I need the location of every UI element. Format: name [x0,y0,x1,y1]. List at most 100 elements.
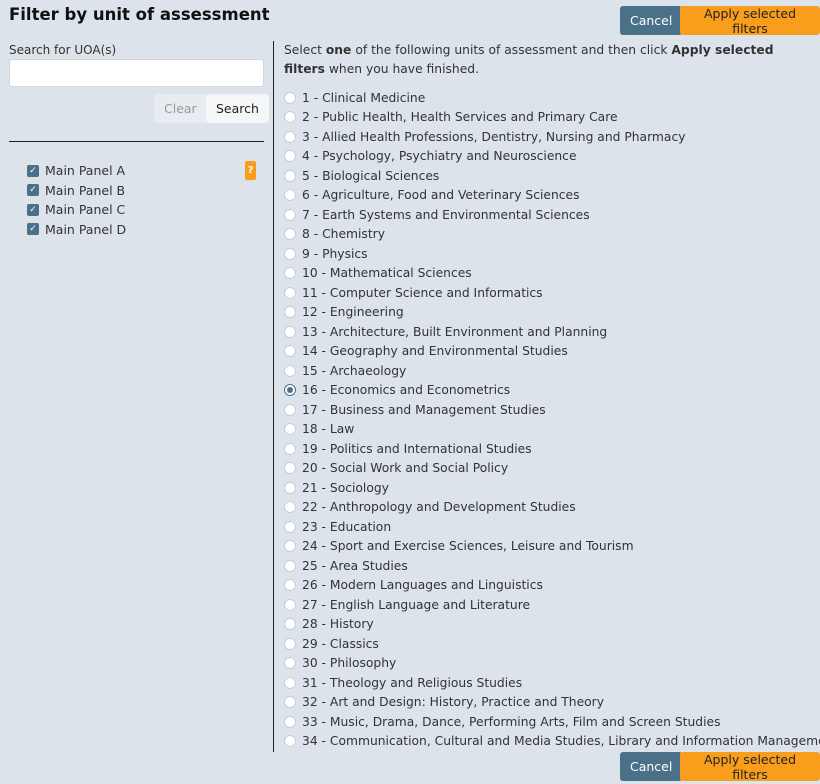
unit-radio-item[interactable]: 18 - Law [284,420,820,440]
radio-button[interactable] [284,598,296,611]
unit-radio-item[interactable]: 1 - Clinical Medicine [284,88,820,108]
unit-label: 13 - Architecture, Built Environment and… [302,324,608,339]
unit-label: 3 - Allied Health Professions, Dentistry… [302,129,686,144]
radio-button[interactable] [284,91,296,104]
radio-button[interactable] [284,286,296,299]
radio-button[interactable] [284,345,296,358]
radio-button[interactable] [284,481,296,494]
checkbox-checked-icon[interactable]: ✓ [27,164,39,177]
unit-label: 16 - Economics and Econometrics [302,383,511,398]
unit-radio-item[interactable]: 15 - Archaeology [284,361,820,381]
panel-label: Main Panel A [45,163,126,179]
unit-radio-item[interactable]: 9 - Physics [284,244,820,264]
unit-radio-item[interactable]: 20 - Social Work and Social Policy [284,459,820,479]
search-button[interactable]: Search [206,94,269,123]
help-icon[interactable]: ? [245,161,256,180]
radio-button[interactable] [284,559,296,572]
unit-radio-item[interactable]: 8 - Chemistry [284,225,820,245]
checkbox-checked-icon[interactable]: ✓ [27,223,39,236]
unit-radio-item[interactable]: 22 - Anthropology and Development Studie… [284,498,820,518]
panel-checkbox-item[interactable]: ✓ Main Panel A [27,161,126,181]
radio-button[interactable] [284,579,296,592]
radio-button[interactable] [284,384,296,397]
checkbox-checked-icon[interactable]: ✓ [27,184,39,197]
unit-radio-item[interactable]: 2 - Public Health, Health Services and P… [284,108,820,128]
radio-button[interactable] [284,657,296,670]
unit-radio-item[interactable]: 28 - History [284,615,820,635]
unit-radio-item[interactable]: 12 - Engineering [284,303,820,323]
unit-radio-item[interactable]: 32 - Art and Design: History, Practice a… [284,693,820,713]
unit-radio-item[interactable]: 27 - English Language and Literature [284,595,820,615]
panel-checkbox-item[interactable]: ✓ Main Panel B [27,181,126,201]
cancel-button-bottom[interactable]: Cancel [620,752,683,781]
unit-label: 24 - Sport and Exercise Sciences, Leisur… [302,539,634,554]
unit-label: 19 - Politics and International Studies [302,441,532,456]
unit-radio-item[interactable]: 21 - Sociology [284,478,820,498]
radio-button[interactable] [284,462,296,475]
radio-button[interactable] [284,130,296,143]
instructions: Select one of the following units of ass… [284,41,814,79]
apply-filters-button-top[interactable]: Apply selected filters [680,6,820,36]
unit-label: 22 - Anthropology and Development Studie… [302,500,576,515]
radio-button[interactable] [284,247,296,260]
radio-button[interactable] [284,637,296,650]
checkbox-checked-icon[interactable]: ✓ [27,203,39,216]
instr-text: when you have finished. [324,62,479,76]
unit-label: 34 - Communication, Cultural and Media S… [302,734,820,749]
unit-label: 31 - Theology and Religious Studies [302,675,523,690]
radio-button[interactable] [284,540,296,553]
unit-radio-item[interactable]: 10 - Mathematical Sciences [284,264,820,284]
radio-button[interactable] [284,423,296,436]
radio-button[interactable] [284,696,296,709]
radio-button[interactable] [284,189,296,202]
radio-button[interactable] [284,364,296,377]
unit-radio-item[interactable]: 5 - Biological Sciences [284,166,820,186]
radio-button[interactable] [284,150,296,163]
unit-radio-item[interactable]: 6 - Agriculture, Food and Veterinary Sci… [284,186,820,206]
unit-radio-item[interactable]: 26 - Modern Languages and Linguistics [284,576,820,596]
search-input[interactable] [9,59,264,87]
panel-checkbox-item[interactable]: ✓ Main Panel D [27,220,126,240]
unit-radio-item[interactable]: 7 - Earth Systems and Environmental Scie… [284,205,820,225]
clear-button[interactable]: Clear [154,94,207,123]
unit-radio-item[interactable]: 14 - Geography and Environmental Studies [284,342,820,362]
radio-button[interactable] [284,442,296,455]
unit-label: 15 - Archaeology [302,363,407,378]
radio-button[interactable] [284,267,296,280]
radio-button[interactable] [284,715,296,728]
unit-radio-item[interactable]: 25 - Area Studies [284,556,820,576]
unit-radio-item[interactable]: 24 - Sport and Exercise Sciences, Leisur… [284,537,820,557]
unit-radio-item[interactable]: 3 - Allied Health Professions, Dentistry… [284,127,820,147]
unit-radio-item[interactable]: 17 - Business and Management Studies [284,400,820,420]
radio-button[interactable] [284,325,296,338]
radio-button[interactable] [284,501,296,514]
unit-label: 2 - Public Health, Health Services and P… [302,110,618,125]
unit-label: 18 - Law [302,422,355,437]
cancel-button-top[interactable]: Cancel [620,6,683,35]
radio-button[interactable] [284,676,296,689]
unit-radio-item[interactable]: 29 - Classics [284,634,820,654]
panel-checkbox-item[interactable]: ✓ Main Panel C [27,200,126,220]
unit-radio-item[interactable]: 4 - Psychology, Psychiatry and Neuroscie… [284,147,820,167]
radio-button[interactable] [284,618,296,631]
unit-radio-item[interactable]: 11 - Computer Science and Informatics [284,283,820,303]
radio-button[interactable] [284,169,296,182]
radio-button[interactable] [284,520,296,533]
unit-radio-item[interactable]: 30 - Philosophy [284,654,820,674]
unit-radio-item[interactable]: 16 - Economics and Econometrics [284,381,820,401]
radio-button[interactable] [284,228,296,241]
unit-radio-item[interactable]: 34 - Communication, Cultural and Media S… [284,732,820,752]
apply-filters-button-bottom[interactable]: Apply selected filters [680,752,820,782]
unit-label: 29 - Classics [302,636,379,651]
radio-button[interactable] [284,735,296,748]
unit-radio-item[interactable]: 31 - Theology and Religious Studies [284,673,820,693]
unit-radio-item[interactable]: 19 - Politics and International Studies [284,439,820,459]
unit-radio-item[interactable]: 33 - Music, Drama, Dance, Performing Art… [284,712,820,732]
unit-radio-item[interactable]: 13 - Architecture, Built Environment and… [284,322,820,342]
radio-button[interactable] [284,403,296,416]
radio-button[interactable] [284,111,296,124]
radio-button[interactable] [284,208,296,221]
unit-label: 28 - History [302,617,374,632]
unit-radio-item[interactable]: 23 - Education [284,517,820,537]
radio-button[interactable] [284,306,296,319]
